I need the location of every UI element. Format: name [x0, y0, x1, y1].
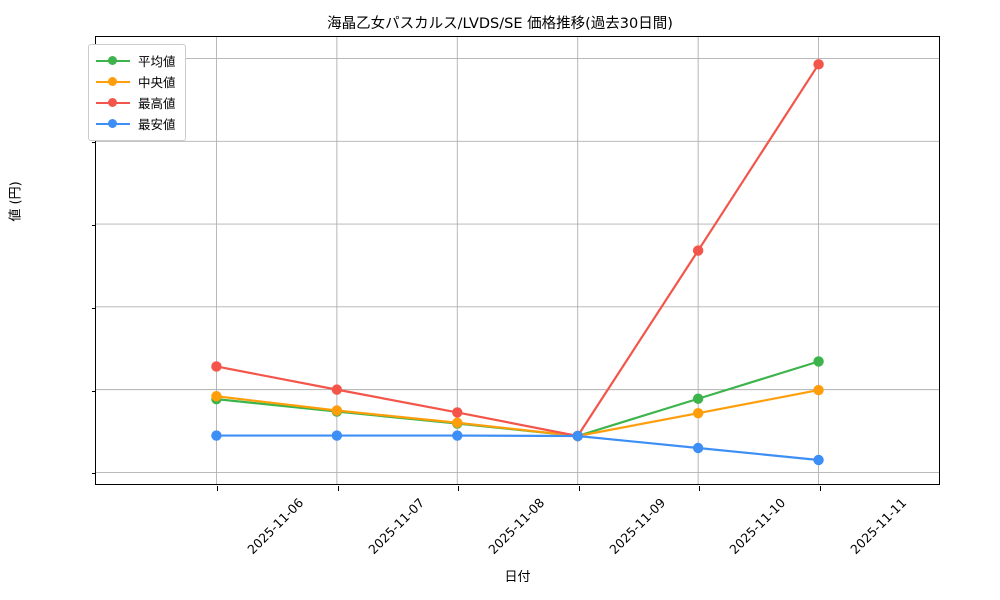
series-data-point	[692, 442, 704, 454]
legend-item-2: 最高値	[96, 92, 176, 113]
x-axis-tick-label: 2025-11-08	[485, 495, 548, 557]
series-data-point	[452, 407, 463, 418]
y-axis-tick-mark	[91, 307, 96, 309]
x-axis-tick-label: 2025-11-09	[605, 495, 668, 557]
series-line	[215, 388, 820, 438]
series-data-point	[692, 408, 704, 419]
legend-dot-icon	[108, 98, 117, 107]
legend-dot-icon	[108, 77, 117, 86]
x-axis-tick-mark	[578, 486, 580, 491]
series-line	[215, 434, 820, 462]
x-axis-tick-mark	[458, 486, 460, 491]
legend-label: 最高値	[138, 96, 176, 111]
series-data-point	[692, 393, 704, 404]
x-axis-tick-label: 2025-11-10	[726, 495, 789, 557]
series-data-point	[452, 430, 463, 441]
series-data-point	[331, 405, 343, 416]
series-data-point	[331, 430, 343, 441]
legend-label: 中央値	[138, 75, 176, 90]
x-axis-tick-mark	[337, 486, 339, 491]
series-data-point	[813, 59, 824, 70]
series-data-point	[813, 384, 824, 396]
legend-item-0: 平均値	[96, 50, 176, 71]
chart-title: 海晶乙女パスカルス/LVDS/SE 価格推移(過去30日間)	[327, 16, 673, 32]
legend-marker-icon	[96, 54, 130, 68]
series-data-point	[331, 384, 343, 395]
y-axis-tick-mark	[91, 142, 96, 144]
series-data-point	[572, 430, 583, 442]
legend-dot-icon	[108, 56, 117, 65]
legend-dot-icon	[108, 119, 117, 128]
y-axis-tick-mark	[91, 225, 96, 227]
plot-svg	[96, 37, 939, 484]
legend-marker-icon	[96, 75, 130, 89]
legend-label: 最安値	[138, 117, 176, 132]
chart-legend: 平均値中央値最高値最安値	[88, 44, 186, 141]
x-axis-tick-mark	[217, 486, 219, 491]
series-data-point	[211, 391, 222, 402]
series-line	[215, 63, 820, 438]
y-axis-tick-mark	[91, 390, 96, 392]
y-axis-tick-mark	[91, 473, 96, 475]
series-data-point	[211, 430, 222, 441]
x-axis-tick-label: 2025-11-06	[244, 495, 307, 557]
x-axis-tick-mark	[699, 486, 701, 491]
series-data-point	[813, 356, 824, 367]
legend-item-3: 最安値	[96, 113, 176, 134]
legend-marker-icon	[96, 96, 130, 110]
x-axis-tick-label: 2025-11-07	[365, 495, 428, 557]
plot-area: 0100020003000400050002025-11-062025-11-0…	[91, 36, 940, 557]
legend-item-1: 中央値	[96, 71, 176, 92]
x-axis-tick-mark	[819, 486, 821, 491]
legend-label: 平均値	[138, 54, 176, 69]
legend-marker-icon	[96, 117, 130, 131]
series-data-point	[692, 245, 704, 256]
series-data-point	[452, 417, 463, 428]
series-data-point	[211, 361, 222, 372]
y-axis-label: 値 (円)	[8, 181, 24, 222]
x-axis-label: 日付	[504, 570, 531, 585]
x-axis-tick-label: 2025-11-11	[846, 495, 909, 557]
series-data-point	[813, 454, 824, 466]
